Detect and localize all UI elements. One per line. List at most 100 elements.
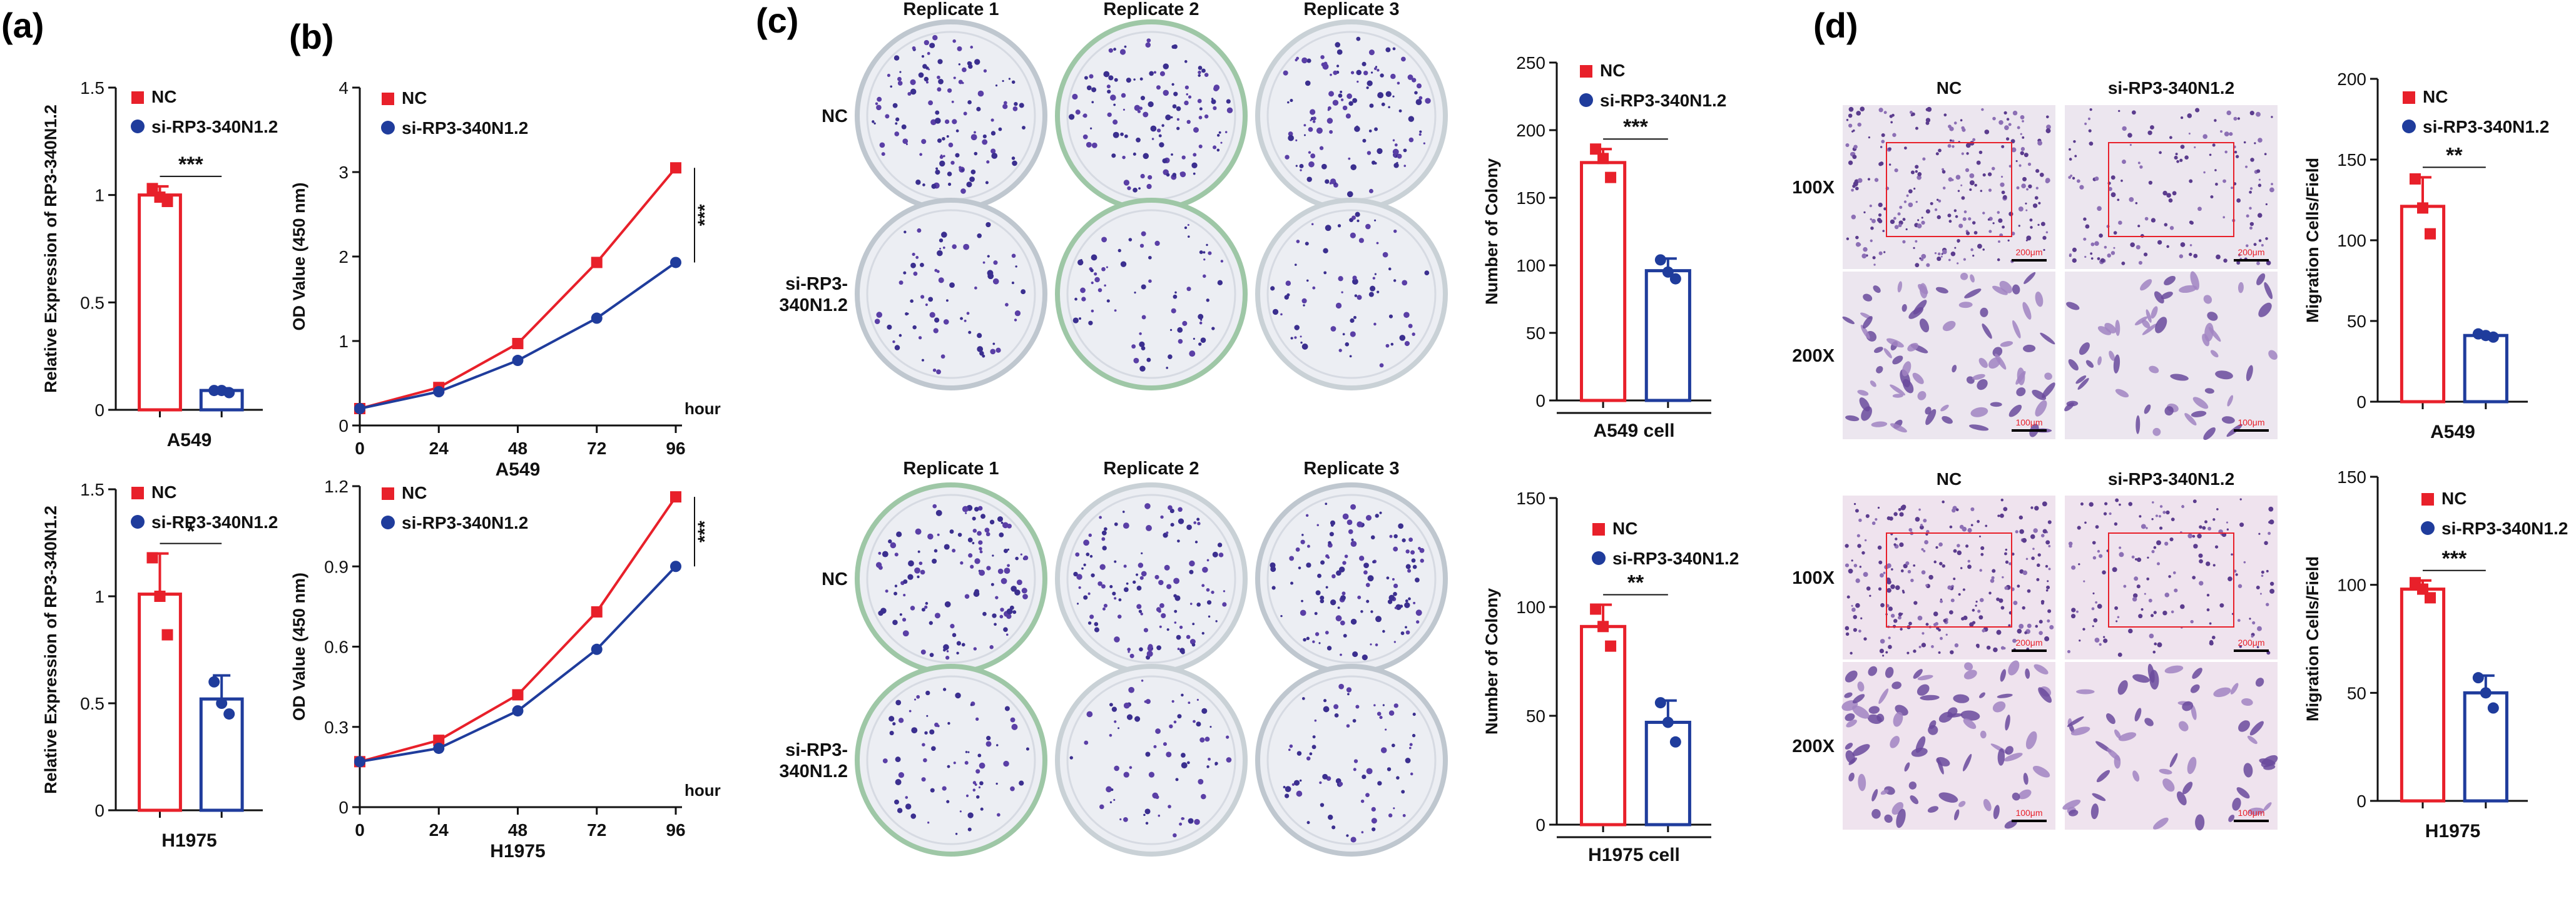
colony-dot (1368, 49, 1375, 56)
colony-dot (1370, 71, 1373, 74)
data-point-nc (591, 257, 603, 268)
colony-dot (1325, 631, 1329, 634)
cell-mark (2228, 815, 2235, 822)
colony-dot (1188, 701, 1191, 705)
cell-mark (2099, 554, 2103, 558)
cell-mark (2178, 721, 2189, 731)
colony-dot (1388, 594, 1395, 601)
colony-dot (1148, 101, 1154, 108)
colony-dot (875, 102, 878, 105)
cell-mark (1936, 198, 1939, 201)
cell-mark (1969, 173, 1975, 178)
cell-mark (2003, 646, 2006, 650)
plate-row-label: si-RP3- (785, 740, 848, 760)
cell-mark (2199, 559, 2203, 564)
cell-mark (2249, 206, 2252, 210)
cell-mark (1853, 614, 1858, 619)
colony-dot (889, 730, 894, 736)
colony-dot (931, 183, 937, 189)
cell-mark (1845, 544, 1849, 548)
cell-mark (2084, 255, 2087, 258)
legend-label-si: si-RP3-340N1.2 (2441, 519, 2568, 538)
colony-dot (1213, 84, 1220, 91)
colony-dot (1419, 547, 1425, 553)
colony-dot (1361, 831, 1364, 833)
cell-mark (2093, 618, 2098, 623)
colony-dot (952, 633, 957, 638)
cell-mark (1888, 147, 1891, 151)
colony-dot (898, 771, 905, 778)
colony-dot (1371, 807, 1376, 812)
colony-dot (982, 134, 987, 139)
cell-mark (1876, 218, 1881, 222)
cell-mark (1984, 130, 1990, 135)
colony-dot (1206, 600, 1212, 605)
cell-mark (2189, 179, 2193, 183)
data-point-nc (2425, 228, 2436, 240)
colony-dot (921, 55, 925, 58)
colony-dot (1408, 323, 1413, 328)
colony-dot (1405, 630, 1410, 635)
replicate-header: Replicate 1 (903, 0, 999, 19)
colony-dot (1303, 638, 1306, 642)
cell-mark (1982, 248, 1985, 251)
colony-dot (937, 533, 940, 536)
colony-dot (1289, 744, 1293, 748)
cell-mark (2202, 134, 2208, 140)
y-tick-label: 0.3 (324, 718, 349, 737)
cell-mark (2179, 254, 2184, 258)
colony-dot (1114, 522, 1118, 526)
colony-dot (1194, 818, 1200, 825)
colony-dot (1377, 290, 1380, 293)
colony-dot (924, 605, 928, 609)
colony-dot (1392, 578, 1395, 581)
colony-dot (899, 280, 904, 285)
cell-mark (2090, 257, 2094, 260)
plate-inner-rim (1066, 209, 1236, 379)
cell-mark (2045, 128, 2051, 133)
colony-dot (1075, 109, 1081, 115)
colony-dot (994, 623, 997, 626)
cell-mark (2032, 389, 2047, 400)
scale-bar-label: 200μm (2015, 638, 2042, 648)
colony-dot (972, 542, 975, 544)
cell-mark (2257, 626, 2262, 631)
cell-mark (1890, 384, 1906, 395)
colony-dot (1148, 255, 1152, 260)
replicate-header: Replicate 1 (903, 459, 999, 479)
colony-dot (1166, 628, 1169, 631)
colony-dot (1295, 139, 1298, 141)
cell-mark (2215, 182, 2218, 186)
cell-mark (1958, 800, 1966, 807)
cell-mark (1890, 613, 1895, 618)
colony-dot (895, 779, 902, 785)
colony-dot (1011, 586, 1017, 592)
colony-dot (1288, 748, 1291, 751)
colony-dot (1363, 570, 1368, 575)
cell-mark (1853, 628, 1857, 632)
colony-dot (1212, 551, 1218, 557)
cell-mark (2008, 165, 2012, 168)
data-point-nc (1605, 640, 1617, 652)
cell-mark (2040, 221, 2045, 227)
colony-dot (1014, 310, 1021, 317)
cell-mark (1915, 263, 1920, 268)
cell-mark (1931, 645, 1934, 648)
plate-row-label: si-RP3- (785, 274, 848, 294)
colony-dot (922, 183, 925, 186)
colony-dot (894, 552, 899, 557)
cell-mark (2015, 370, 2026, 385)
colony-dot (992, 613, 997, 618)
colony-dot (1209, 726, 1212, 728)
cell-mark (1851, 608, 1856, 612)
replicate-header: Replicate 2 (1103, 0, 1199, 19)
colony-dot (910, 813, 917, 819)
colony-dot (980, 514, 986, 519)
colony-dot (1196, 698, 1199, 701)
cell-mark (2045, 178, 2050, 183)
legend-swatch-si (2421, 521, 2435, 535)
cell-mark (2152, 427, 2161, 436)
cell-mark (2022, 120, 2024, 123)
colony-dot (1143, 153, 1149, 160)
